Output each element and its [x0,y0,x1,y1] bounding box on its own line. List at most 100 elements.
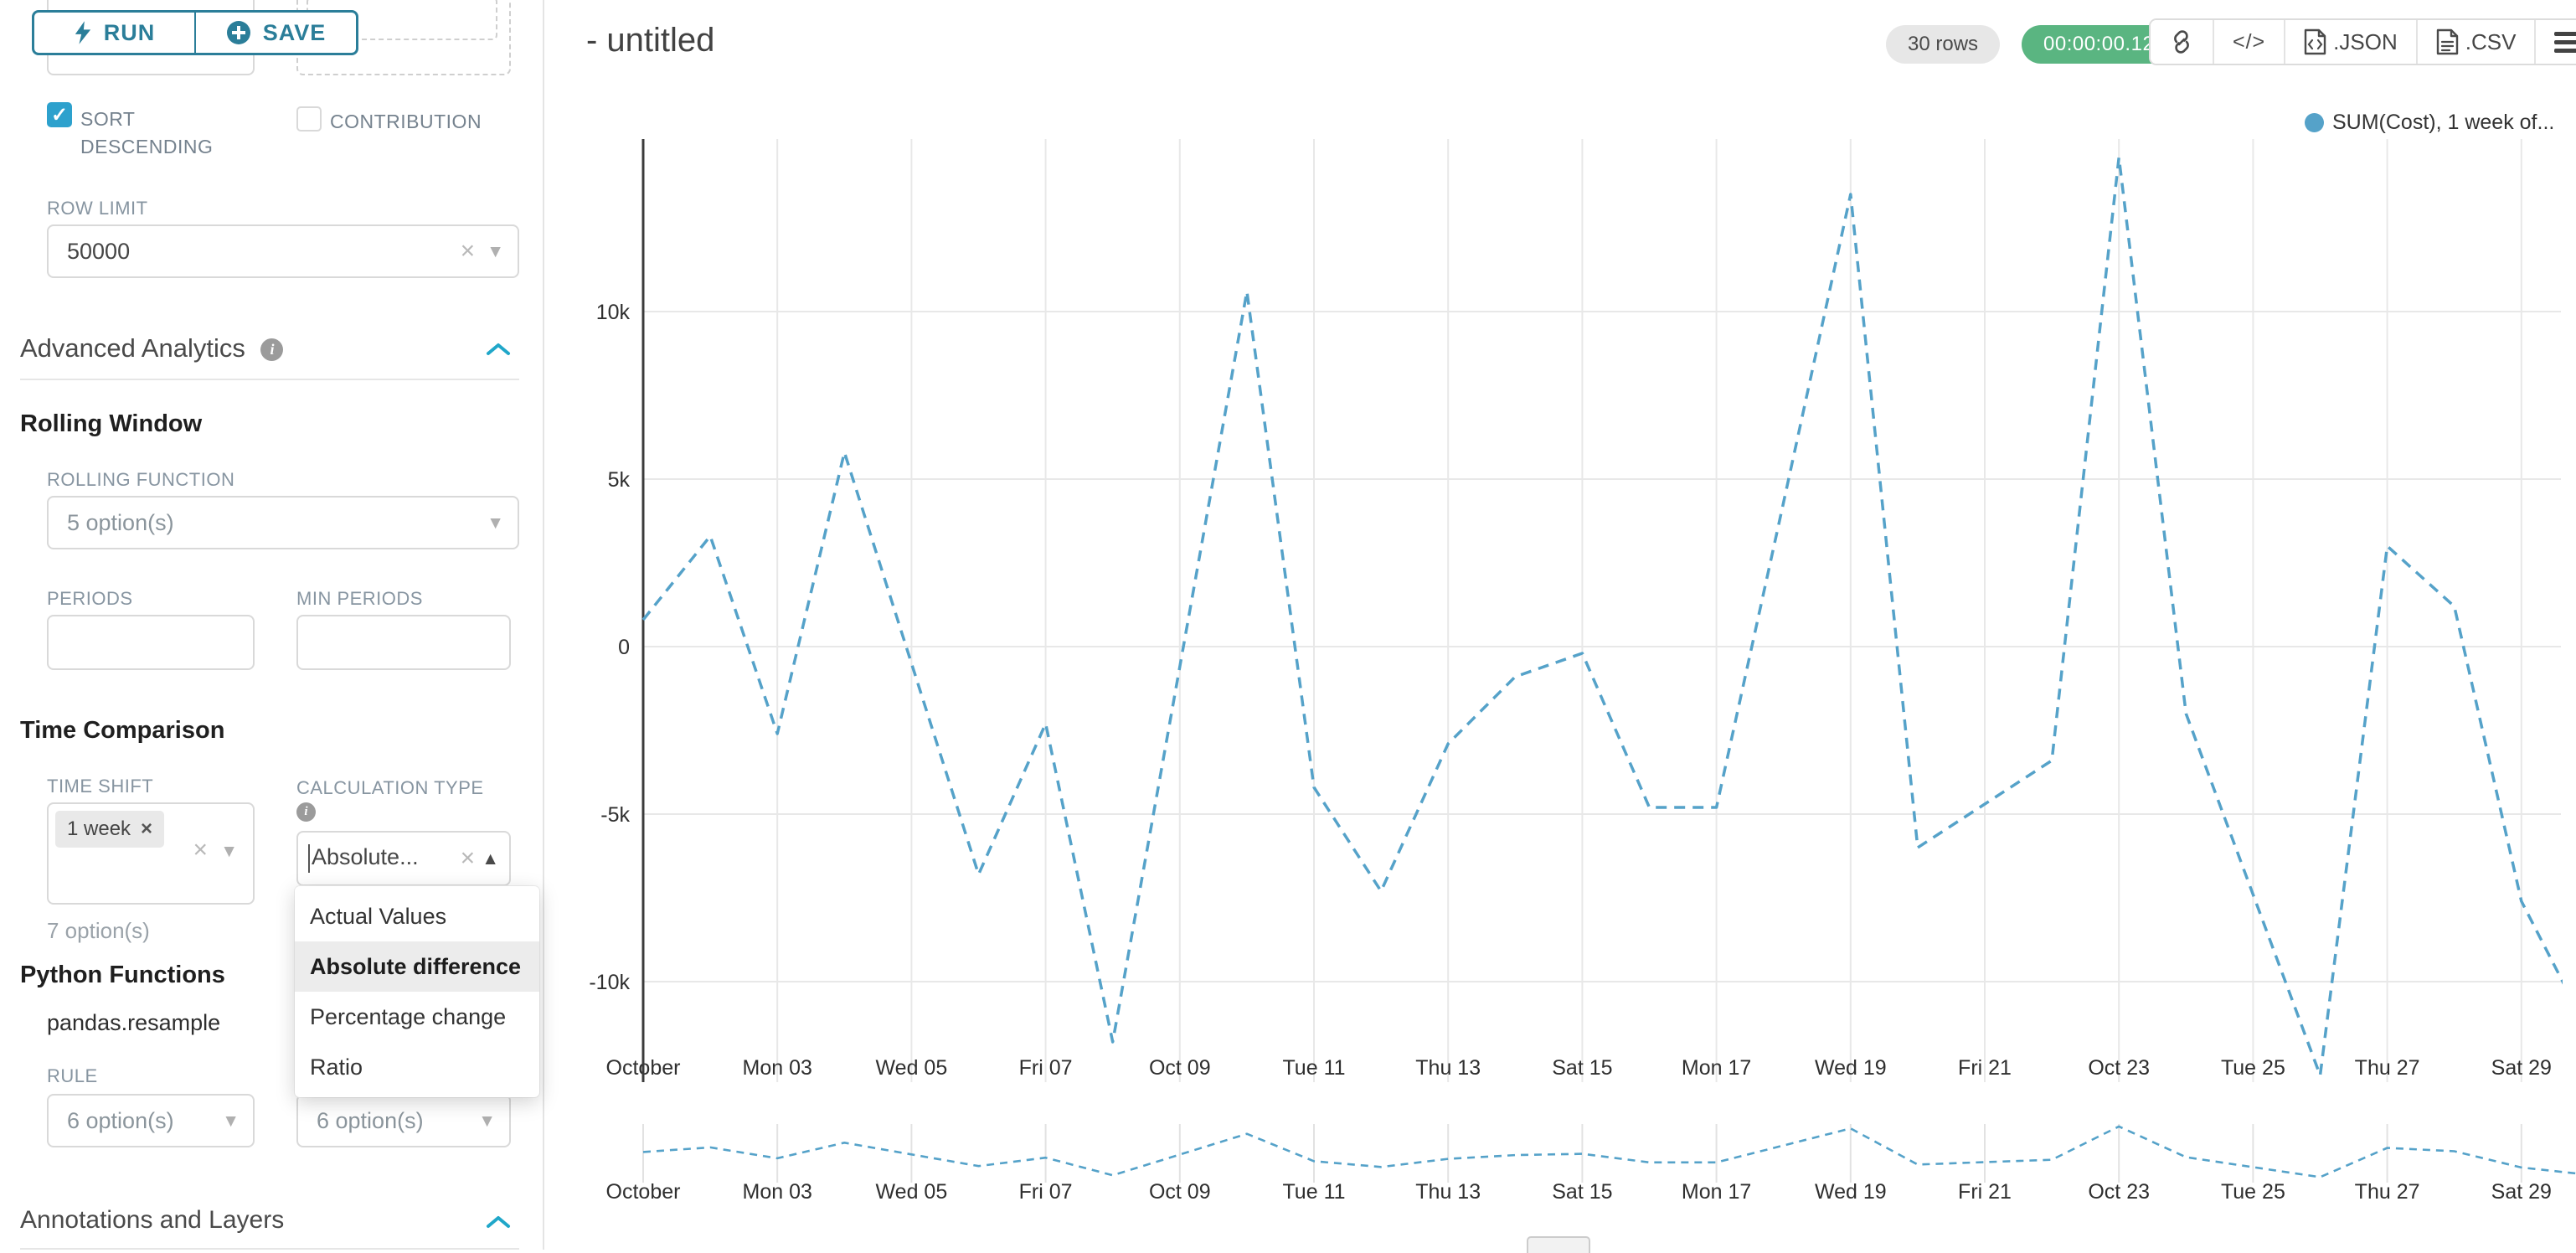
svg-text:Fri 21: Fri 21 [1958,1180,2012,1204]
run-save-group: RUN SAVE [32,10,358,55]
dropdown-option[interactable]: Percentage change [310,1003,507,1029]
clear-icon[interactable]: × [193,836,208,864]
svg-text:Oct 09: Oct 09 [1149,1180,1211,1204]
svg-text:Thu 27: Thu 27 [2355,1056,2420,1080]
chevron-up-icon[interactable] [486,342,511,357]
svg-text:Sat 15: Sat 15 [1552,1056,1612,1080]
rule-select[interactable]: 6 option(s) ▼ [47,1094,255,1147]
chevron-down-icon[interactable]: ▼ [487,241,504,261]
legend-dot [2305,113,2324,132]
dropdown-option[interactable]: Actual Values [310,903,447,929]
svg-text:Tue 11: Tue 11 [1282,1056,1345,1080]
info-icon: i [296,802,316,822]
lightning-icon [75,21,90,44]
calculation-type-value: Absolute... [298,844,457,873]
json-file-icon [2304,28,2326,55]
svg-text:5k: 5k [608,468,631,492]
svg-text:Tue 25: Tue 25 [2221,1180,2285,1204]
svg-text:10k: 10k [596,301,631,324]
calculation-type-select[interactable]: Absolute... × ▲ [296,831,511,886]
time-shift-tag[interactable]: 1 week × [55,811,165,848]
svg-text:Wed 19: Wed 19 [1815,1180,1887,1204]
row-count-badge: 30 rows [1886,25,2001,64]
python-functions-heading: Python Functions [20,962,225,988]
chevron-up-icon[interactable] [486,1214,511,1230]
svg-text:Mon 03: Mon 03 [743,1180,812,1204]
chart-title[interactable]: - untitled [586,22,715,59]
time-shift-label: TIME SHIFT [47,776,154,797]
periods-label: PERIODS [47,588,133,609]
svg-text:Oct 09: Oct 09 [1149,1056,1211,1080]
csv-file-icon [2436,28,2458,55]
export-json-button[interactable]: .JSON [2285,20,2418,64]
rolling-function-label: ROLLING FUNCTION [47,469,235,490]
export-csv-button[interactable]: .CSV [2417,20,2537,64]
section-divider [20,379,519,380]
time-comparison-heading: Time Comparison [20,717,225,744]
sort-descending-label: SORT DESCENDING [80,108,214,157]
svg-text:Sat 15: Sat 15 [1552,1180,1612,1204]
svg-text:Mon 17: Mon 17 [1682,1056,1751,1080]
pandas-resample-label: pandas.resample [47,1010,221,1035]
dropdown-option[interactable]: Ratio [310,1054,363,1080]
svg-text:Thu 13: Thu 13 [1415,1180,1481,1204]
svg-text:October: October [606,1180,681,1204]
svg-text:-10k: -10k [589,971,630,994]
svg-text:Oct 23: Oct 23 [2088,1180,2150,1204]
sort-descending-checkbox[interactable]: ✓ [47,102,72,127]
chevron-down-icon[interactable]: ▼ [222,1111,240,1131]
svg-text:Fri 21: Fri 21 [1958,1056,2012,1080]
clear-icon[interactable]: × [460,844,476,872]
dropdown-option[interactable]: Absolute difference [295,941,539,992]
calculation-type-label: CALCULATION TYPE [296,777,484,798]
advanced-analytics-heading[interactable]: Advanced Analytics i [20,333,284,364]
svg-text:Mon 03: Mon 03 [743,1056,812,1080]
hamburger-icon [2554,31,2576,53]
view-query-button[interactable]: </> [2214,20,2286,64]
svg-text:Wed 05: Wed 05 [876,1180,948,1204]
row-limit-label: ROW LIMIT [47,198,148,219]
legend-item[interactable]: SUM(Cost), 1 week of... [2305,111,2554,135]
panel-divider[interactable] [543,0,544,1250]
save-label: SAVE [262,19,327,45]
svg-text:Tue 11: Tue 11 [1282,1180,1345,1204]
rolling-function-select[interactable]: 5 option(s) ▼ [47,496,519,549]
contribution-label: CONTRIBUTION [330,111,482,132]
chevron-down-icon[interactable]: ▼ [478,1111,496,1131]
svg-text:Thu 27: Thu 27 [2355,1180,2420,1204]
clear-icon[interactable]: × [460,237,476,265]
plus-circle-icon [226,21,250,44]
chart-menu-button[interactable] [2536,20,2576,64]
rule-label: RULE [47,1065,98,1086]
control-panel: 7 option(s) RUN SAVE ✓ SORT DESCENDING C… [0,0,543,1250]
min-periods-input[interactable] [296,615,511,670]
run-button[interactable]: RUN [32,10,195,55]
svg-text:Wed 05: Wed 05 [876,1056,948,1080]
svg-text:Oct 23: Oct 23 [2088,1056,2150,1080]
svg-text:Wed 19: Wed 19 [1815,1056,1887,1080]
row-limit-select[interactable]: 50000 × ▼ [47,224,519,278]
fill-method-select[interactable]: 6 option(s) ▼ [296,1094,511,1147]
svg-text:0: 0 [618,636,630,659]
annotations-layers-heading[interactable]: Annotations and Layers [20,1206,285,1234]
min-periods-label: MIN PERIODS [296,588,423,609]
svg-text:Sat 29: Sat 29 [2491,1056,2552,1080]
chevron-down-icon[interactable]: ▼ [220,842,238,861]
periods-input[interactable] [47,615,255,670]
svg-text:Thu 13: Thu 13 [1415,1056,1481,1080]
info-icon: i [260,338,284,361]
copy-link-button[interactable] [2151,20,2214,64]
save-button[interactable]: SAVE [195,10,358,55]
tag-remove-icon[interactable]: × [141,817,153,840]
contribution-checkbox[interactable] [296,106,322,131]
text-cursor [308,844,310,873]
legend-label: SUM(Cost), 1 week of... [2332,111,2555,134]
chevron-down-icon[interactable]: ▼ [487,513,504,533]
svg-text:Tue 25: Tue 25 [2221,1056,2285,1080]
row-limit-value: 50000 [67,238,131,264]
svg-text:Fri 07: Fri 07 [1019,1056,1073,1080]
chevron-up-icon[interactable]: ▲ [482,848,499,869]
svg-text:-5k: -5k [600,803,630,827]
svg-text:Fri 07: Fri 07 [1019,1180,1073,1204]
